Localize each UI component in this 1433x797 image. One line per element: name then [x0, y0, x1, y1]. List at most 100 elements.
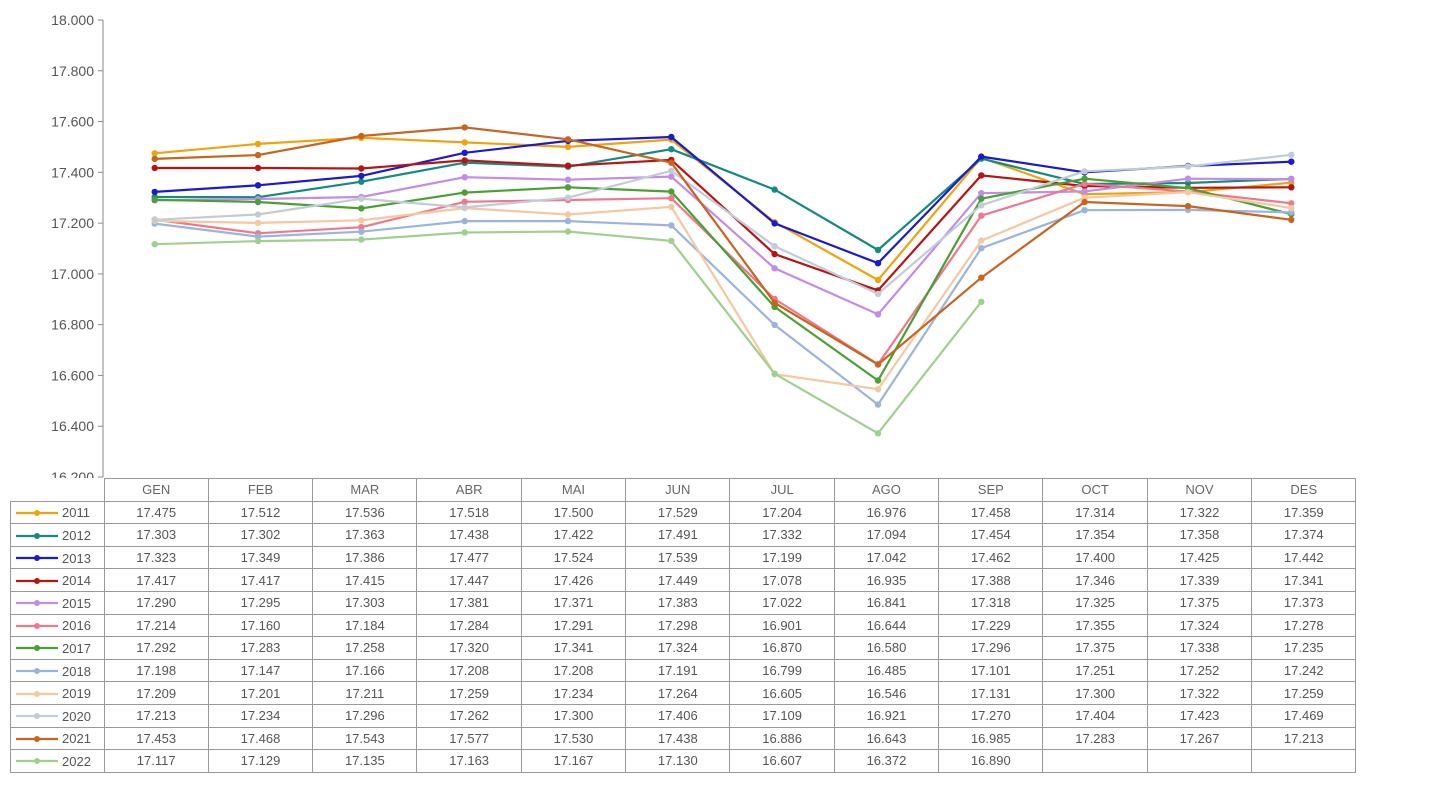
value-cell: 16.580	[833, 636, 940, 660]
value-cell: 17.213	[1251, 726, 1357, 751]
value-cell: 17.292	[103, 636, 209, 660]
value-cell: 17.341	[1251, 568, 1357, 592]
value-cell: 17.415	[312, 568, 418, 592]
data-point	[771, 250, 778, 258]
data-point	[358, 217, 365, 224]
value-cell: 17.242	[1251, 658, 1357, 683]
data-point	[874, 401, 882, 408]
data-point	[564, 162, 572, 169]
data-table: GEN FEB MAR ABR MAI JUN JUL AGO SEP OCT NOV DES 201…	[10, 478, 1357, 773]
value-cell: 17.349	[207, 545, 314, 570]
value-cell: 17.453	[103, 726, 209, 751]
series-2019	[151, 188, 1295, 393]
data-point	[668, 195, 675, 202]
data-point	[254, 198, 262, 206]
data-point	[1081, 198, 1088, 206]
data-point	[151, 241, 158, 248]
data-point	[151, 164, 158, 172]
legend-swatch	[16, 690, 58, 697]
data-point	[254, 219, 262, 227]
value-cell: 17.130	[625, 749, 731, 773]
data-point	[874, 377, 882, 384]
legend-cell: 2012	[10, 523, 105, 547]
legend-swatch	[16, 735, 58, 742]
value-cell: 17.283	[1042, 726, 1148, 751]
legend-cell: 2013	[10, 545, 105, 570]
data-point	[151, 196, 158, 203]
data-point	[1184, 188, 1192, 196]
value-cell: 17.214	[103, 613, 209, 638]
value-cell: 17.423	[1146, 703, 1253, 728]
value-cell: 17.406	[625, 703, 731, 728]
series-line-2014	[154, 158, 1292, 292]
value-cell: 17.109	[729, 703, 835, 728]
month-header: JUL	[729, 478, 835, 502]
value-cell: 17.363	[312, 523, 418, 547]
data-point	[461, 189, 468, 196]
value-cell: 17.323	[103, 545, 209, 570]
value-cell: 17.354	[1042, 523, 1148, 547]
legend-cell: 2019	[10, 681, 105, 705]
value-cell: 17.258	[312, 636, 418, 660]
value-cell: 17.191	[625, 658, 731, 683]
value-cell: 17.204	[729, 500, 835, 525]
value-cell: 17.291	[520, 613, 627, 638]
legend-label: 2017	[62, 640, 91, 656]
value-cell: 17.259	[1251, 681, 1357, 705]
data-point	[874, 311, 882, 318]
table-row: 2019 17.209 17.201 17.211 17.259 17.234 17.264…	[10, 681, 1357, 705]
series-line-2021	[154, 126, 1292, 366]
legend-cell: 2017	[10, 636, 105, 660]
value-cell: 17.229	[938, 613, 1044, 638]
data-point	[874, 430, 882, 437]
month-header: ABR	[416, 478, 522, 502]
data-point	[358, 178, 365, 185]
data-point	[461, 139, 468, 146]
data-point	[978, 245, 985, 252]
data-point	[771, 370, 778, 377]
value-cell: 16.643	[833, 726, 940, 751]
value-cell: 17.371	[520, 590, 627, 615]
series-line-2019	[154, 191, 1292, 391]
value-cell: 16.890	[938, 749, 1044, 773]
table-corner	[10, 478, 105, 502]
legend-label: 2014	[62, 573, 91, 589]
value-cell: 17.491	[625, 523, 731, 547]
data-point	[668, 173, 675, 180]
data-point	[151, 150, 158, 157]
data-point	[1288, 158, 1295, 165]
legend-label: 2020	[62, 708, 91, 724]
value-cell: 17.539	[625, 545, 731, 570]
value-cell: 17.198	[103, 658, 209, 683]
legend-label: 2013	[62, 550, 91, 566]
value-cell: 17.235	[1251, 636, 1357, 660]
data-point	[461, 204, 468, 211]
series-2021	[151, 124, 1295, 368]
value-cell: 17.536	[312, 500, 418, 525]
value-cell: 17.524	[520, 545, 627, 570]
data-point	[358, 224, 365, 231]
data-point	[978, 202, 985, 209]
value-cell: 17.438	[625, 726, 731, 751]
value-cell: 17.426	[520, 568, 627, 592]
value-cell: 16.886	[729, 726, 835, 751]
legend-label: 2018	[62, 663, 91, 679]
data-point	[1184, 175, 1192, 182]
month-header: MAR	[312, 478, 418, 502]
value-cell: 17.417	[207, 568, 314, 592]
y-tick-label: 17.000	[51, 266, 94, 282]
value-cell: 17.400	[1042, 545, 1148, 570]
legend-cell: 2011	[10, 500, 105, 525]
y-tick-label: 17.200	[51, 215, 94, 231]
value-cell: 17.341	[520, 636, 627, 660]
data-point	[461, 217, 468, 225]
value-cell: 17.383	[625, 590, 731, 615]
data-point	[874, 276, 882, 284]
month-header: SEP	[938, 478, 1044, 502]
value-cell: 17.167	[520, 749, 627, 773]
data-point	[1184, 202, 1192, 210]
value-cell: 17.184	[312, 613, 418, 638]
value-cell: 17.131	[938, 681, 1044, 705]
value-cell: 17.375	[1042, 636, 1148, 660]
value-cell: 17.303	[103, 523, 209, 547]
